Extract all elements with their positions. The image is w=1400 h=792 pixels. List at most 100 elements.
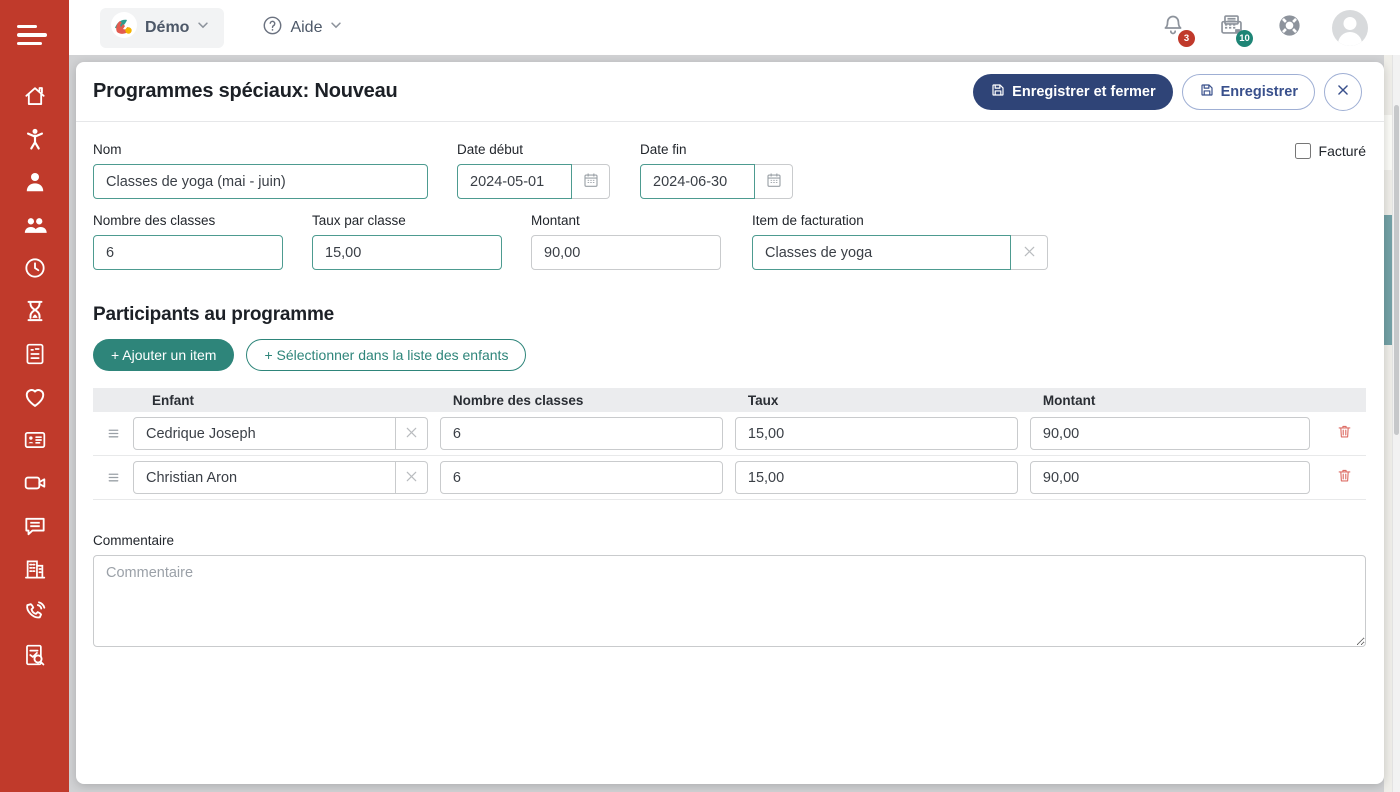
background-fragment bbox=[1384, 215, 1393, 345]
sidebar-item-organization[interactable] bbox=[13, 550, 56, 593]
person-icon bbox=[22, 169, 48, 200]
add-item-button[interactable]: + Ajouter un item bbox=[93, 339, 235, 371]
video-camera-icon bbox=[22, 470, 48, 501]
save-button[interactable]: Enregistrer bbox=[1181, 73, 1315, 110]
close-button[interactable] bbox=[1324, 72, 1362, 111]
org-name: Démo bbox=[145, 18, 190, 36]
avatar-head bbox=[1343, 16, 1357, 30]
date-debut-input[interactable] bbox=[457, 164, 572, 199]
sidebar-item-children[interactable] bbox=[13, 120, 56, 163]
column-header-enfant: Enfant bbox=[152, 392, 194, 408]
montant-field-group: Montant bbox=[531, 213, 721, 270]
row-nombre-input[interactable] bbox=[439, 417, 723, 450]
child-icon bbox=[22, 126, 48, 157]
people-icon bbox=[22, 212, 48, 243]
select-children-button[interactable]: + Sélectionner dans la liste des enfants bbox=[246, 339, 527, 371]
item-facturation-input[interactable] bbox=[752, 235, 1011, 270]
sidebar-item-hours[interactable] bbox=[13, 292, 56, 335]
table-row bbox=[93, 412, 1366, 456]
montant-label: Montant bbox=[531, 213, 580, 228]
sidebar-nav bbox=[13, 77, 56, 679]
enfant-clear-button[interactable] bbox=[395, 417, 428, 450]
avatar-body bbox=[1338, 31, 1362, 46]
date-fin-calendar-button[interactable] bbox=[755, 164, 793, 199]
sidebar-item-contacts[interactable] bbox=[13, 421, 56, 464]
nom-input[interactable] bbox=[93, 164, 428, 199]
facture-checkbox[interactable] bbox=[1294, 143, 1311, 159]
nombre-classes-input[interactable] bbox=[93, 235, 283, 270]
sidebar bbox=[0, 0, 69, 792]
sidebar-item-attendance[interactable] bbox=[13, 249, 56, 292]
item-facturation-clear-button[interactable] bbox=[1011, 235, 1048, 270]
nom-field-group: Nom bbox=[93, 142, 428, 199]
column-header-nombre: Nombre des classes bbox=[452, 392, 584, 408]
invoice-icon bbox=[22, 341, 48, 372]
montant-input[interactable] bbox=[531, 235, 721, 270]
row-montant-input[interactable] bbox=[1029, 417, 1310, 450]
sidebar-item-reports[interactable] bbox=[13, 636, 56, 679]
clear-x-icon bbox=[1022, 244, 1037, 262]
enfant-input[interactable] bbox=[133, 461, 396, 494]
page-scrollbar[interactable] bbox=[1392, 55, 1400, 792]
report-icon bbox=[22, 642, 48, 673]
enfant-input[interactable] bbox=[133, 417, 396, 450]
row-montant-input[interactable] bbox=[1029, 461, 1310, 494]
org-switcher[interactable]: Démo bbox=[100, 7, 225, 48]
chevron-down-icon bbox=[196, 18, 210, 37]
save-and-close-button[interactable]: Enregistrer et fermer bbox=[973, 73, 1173, 110]
hands-logo-icon bbox=[110, 11, 138, 44]
calendar-icon bbox=[765, 171, 783, 192]
row-nombre-input[interactable] bbox=[439, 461, 723, 494]
participants-heading: Participants au programme bbox=[93, 304, 335, 325]
enfant-clear-button[interactable] bbox=[395, 461, 428, 494]
sidebar-item-home[interactable] bbox=[13, 77, 56, 120]
date-fin-input[interactable] bbox=[640, 164, 755, 199]
home-icon bbox=[22, 83, 48, 114]
phone-icon bbox=[22, 599, 48, 630]
fax-inbox-button[interactable]: 10 bbox=[1216, 13, 1253, 47]
clear-x-icon bbox=[404, 469, 419, 487]
date-debut-label: Date début bbox=[457, 142, 524, 157]
background-fragment bbox=[1384, 115, 1393, 170]
sidebar-item-video[interactable] bbox=[13, 464, 56, 507]
commentaire-textarea[interactable] bbox=[93, 555, 1366, 647]
help-menu[interactable]: Aide bbox=[262, 15, 343, 41]
sidebar-item-messages[interactable] bbox=[13, 507, 56, 550]
delete-row-button[interactable] bbox=[1322, 423, 1366, 445]
sidebar-item-calls[interactable] bbox=[13, 593, 56, 636]
commentaire-label: Commentaire bbox=[93, 533, 175, 548]
taux-label: Taux par classe bbox=[312, 213, 406, 228]
sidebar-item-staff[interactable] bbox=[13, 163, 56, 206]
save-and-close-label: Enregistrer et fermer bbox=[1012, 83, 1156, 100]
sidebar-item-billing[interactable] bbox=[13, 335, 56, 378]
row-taux-input[interactable] bbox=[734, 461, 1018, 494]
date-debut-calendar-button[interactable] bbox=[572, 164, 610, 199]
id-card-icon bbox=[22, 427, 48, 458]
participants-table: Enfant Nombre des classes Taux Montant bbox=[93, 388, 1366, 500]
row-taux-input[interactable] bbox=[734, 417, 1018, 450]
notifications-button[interactable]: 3 bbox=[1158, 13, 1195, 47]
taux-input[interactable] bbox=[312, 235, 502, 270]
save-icon bbox=[1199, 82, 1215, 102]
drag-handle-icon[interactable] bbox=[93, 470, 133, 485]
item-facturation-field-group: Item de facturation bbox=[752, 213, 1048, 270]
modal-header: Programmes spéciaux: Nouveau Enregistrer… bbox=[76, 62, 1384, 122]
topbar: Démo Aide 3 10 bbox=[69, 0, 1400, 55]
drag-handle-icon[interactable] bbox=[93, 426, 133, 441]
lifebuoy-icon bbox=[1276, 12, 1303, 44]
column-header-taux: Taux bbox=[747, 392, 779, 408]
sidebar-item-family[interactable] bbox=[13, 206, 56, 249]
menu-icon[interactable] bbox=[16, 20, 53, 50]
support-button[interactable] bbox=[1274, 13, 1304, 43]
heart-icon bbox=[22, 384, 48, 415]
sidebar-item-health[interactable] bbox=[13, 378, 56, 421]
facture-label: Facturé bbox=[1318, 143, 1366, 159]
question-circle-icon bbox=[262, 15, 283, 41]
avatar[interactable] bbox=[1332, 9, 1368, 46]
trash-icon bbox=[1336, 467, 1353, 489]
delete-row-button[interactable] bbox=[1322, 467, 1366, 489]
scrollbar-thumb[interactable] bbox=[1394, 105, 1399, 435]
date-debut-field-group: Date début bbox=[457, 142, 610, 199]
table-header: Enfant Nombre des classes Taux Montant bbox=[93, 388, 1366, 412]
date-fin-label: Date fin bbox=[640, 142, 687, 157]
